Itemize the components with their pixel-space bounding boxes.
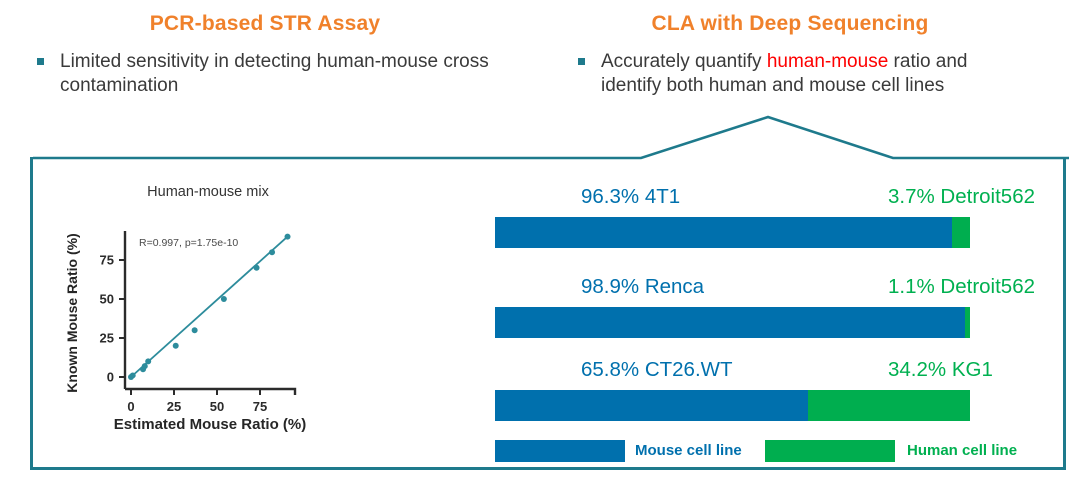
x-tick-label: 75 xyxy=(253,399,267,414)
human-share-label: 3.7% Detroit562 xyxy=(888,185,1036,208)
mouse-bar-segment xyxy=(495,217,953,248)
human-share-label: 1.1% Detroit562 xyxy=(888,275,1036,298)
human-bar-segment xyxy=(952,217,970,248)
human-legend-label: Human cell line xyxy=(907,442,1018,459)
right-bullet-line2: identify both human and mouse cell lines xyxy=(601,75,945,96)
mouse-share-label: 96.3% 4T1 xyxy=(581,185,681,208)
human-bar-segment xyxy=(964,307,970,338)
regression-line-path xyxy=(130,234,290,378)
scatter-point xyxy=(220,296,227,302)
y-axis-ticks: 0 25 50 75 xyxy=(100,253,125,385)
y-axis-label: Known Mouse Ratio (%) xyxy=(64,233,80,392)
scatter-point xyxy=(145,358,152,365)
mouse-legend-label: Mouse cell line xyxy=(635,442,742,459)
stacked-bar-row: 65.8% CT26.WT 34.2% KG1 xyxy=(495,358,993,421)
human-share-label: 34.2% KG1 xyxy=(888,358,993,381)
x-axis xyxy=(125,387,297,395)
stacked-bars: Mouse cell line Human cell line 96.3% 4T… xyxy=(495,157,1035,470)
x-axis-label: Estimated Mouse Ratio (%) xyxy=(114,416,307,433)
left-bullet-line1: Limited sensitivity in detecting human-m… xyxy=(60,51,489,72)
y-tick-label: 75 xyxy=(100,253,114,268)
bullet-text-segment: ratio and xyxy=(888,51,968,72)
bar-legend: Mouse cell line Human cell line xyxy=(495,440,1035,463)
right-bullet-line1: Accurately quantify human-mouse ratio an… xyxy=(601,51,968,72)
stacked-bar-row: 98.9% Renca 1.1% Detroit562 xyxy=(495,275,1035,338)
right-bullet-item: Accurately quantify human-mouse ratio an… xyxy=(578,50,1038,98)
square-bullet-icon xyxy=(37,58,44,65)
callout-peak-border xyxy=(33,115,1069,160)
mouse-bar-segment xyxy=(495,307,965,338)
stacked-bar xyxy=(495,217,970,248)
x-tick-label: 0 xyxy=(127,399,134,414)
left-bullet-line2: contamination xyxy=(60,75,179,96)
bar-label-row: 65.8% CT26.WT 34.2% KG1 xyxy=(495,358,993,386)
human-legend-swatch xyxy=(765,440,895,462)
bar-label-row: 96.3% 4T1 3.7% Detroit562 xyxy=(495,185,1035,213)
human-bar-segment xyxy=(807,390,970,421)
square-bullet-icon xyxy=(578,58,585,65)
scatter-point xyxy=(253,264,260,271)
bar-label-row: 98.9% Renca 1.1% Detroit562 xyxy=(495,275,1035,303)
scatter-point xyxy=(141,363,148,370)
mouse-share-label: 98.9% Renca xyxy=(581,275,705,298)
stacked-bar-row: 96.3% 4T1 3.7% Detroit562 xyxy=(495,185,1035,248)
bullet-text-segment: human-mouse xyxy=(766,51,889,72)
mouse-legend-swatch xyxy=(495,440,625,462)
scatter-points xyxy=(128,233,291,380)
y-tick-label: 0 xyxy=(107,370,114,385)
x-axis-ticks: 0 25 50 75 xyxy=(127,389,267,414)
y-tick-label: 50 xyxy=(100,292,114,307)
right-bullet-text: Accurately quantify human-mouse ratio an… xyxy=(601,50,968,98)
x-tick-label: 25 xyxy=(167,399,181,414)
mouse-share-label: 65.8% CT26.WT xyxy=(581,358,733,381)
scatter-title: Human-mouse mix xyxy=(147,184,269,200)
scatter-point xyxy=(172,342,179,349)
scatter-point xyxy=(284,233,291,240)
scatter-annotation: R=0.997, p=1.75e-10 xyxy=(139,237,238,249)
right-column-heading: CLA with Deep Sequencing xyxy=(651,12,929,35)
scatter-point xyxy=(129,372,136,379)
scatter-point xyxy=(191,327,198,334)
left-bullet-item: Limited sensitivity in detecting human-m… xyxy=(37,50,542,98)
scatter-point xyxy=(269,249,276,256)
stacked-bar xyxy=(495,390,970,421)
y-tick-label: 25 xyxy=(100,331,114,346)
scatter-plot: Human-mouse mix R=0.997, p=1.75e-10 0 25 5… xyxy=(64,184,307,433)
regression-line xyxy=(130,234,290,378)
left-bullet-text: Limited sensitivity in detecting human-m… xyxy=(60,50,489,98)
stacked-bar xyxy=(495,307,970,338)
left-column-heading: PCR-based STR Assay xyxy=(149,12,381,35)
bullet-text-segment: Accurately quantify xyxy=(601,51,767,72)
x-tick-label: 50 xyxy=(210,399,224,414)
mouse-bar-segment xyxy=(495,390,808,421)
results-panel: Human-mouse mix R=0.997, p=1.75e-10 0 25 5… xyxy=(30,115,1069,470)
